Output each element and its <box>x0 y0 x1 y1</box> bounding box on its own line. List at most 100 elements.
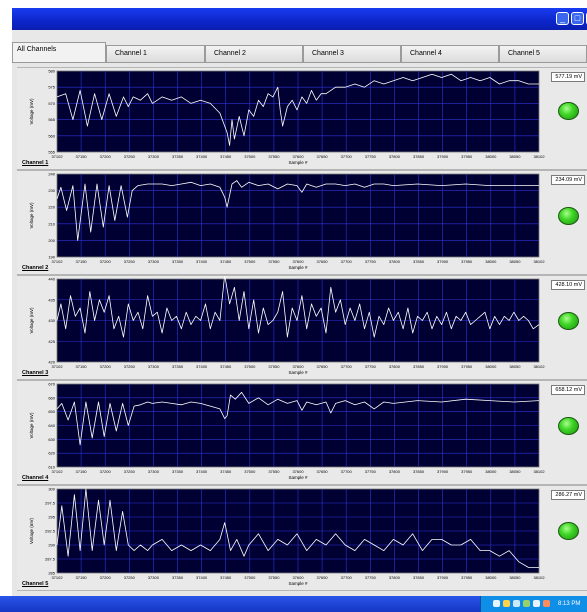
x-tick-label: 37850 <box>413 154 425 159</box>
tab-channel-4[interactable]: Channel 4 <box>401 45 499 62</box>
x-tick-label: 37750 <box>365 154 377 159</box>
channel-5-label: Channel 5 <box>22 581 49 587</box>
y-tick-label: 555 <box>48 150 55 155</box>
x-tick-label: 37900 <box>437 575 449 580</box>
x-tick-label: 37800 <box>389 259 401 264</box>
x-tick-label: 37350 <box>172 364 184 369</box>
x-tick-label: 37850 <box>413 575 425 580</box>
channel-4-status-led-icon <box>558 417 579 435</box>
x-tick-label: 37250 <box>124 469 136 474</box>
tab-channel-5[interactable]: Channel 5 <box>499 45 587 62</box>
signal-trace-line <box>56 488 539 568</box>
y-tick-label: 210 <box>48 221 55 226</box>
x-tick-label: 37300 <box>148 259 160 264</box>
y-tick-label: 285 <box>48 571 55 576</box>
x-tick-label: 37850 <box>413 364 425 369</box>
x-tick-label: 38000 <box>485 154 497 159</box>
x-tick-label: 37200 <box>100 469 112 474</box>
x-tick-label: 37550 <box>268 469 280 474</box>
x-tick-label: 37102 <box>51 575 63 580</box>
y-tick-label: 290 <box>48 543 55 548</box>
channel-1-readout: 577.19 mV <box>551 72 585 82</box>
x-tick-label: 37102 <box>51 259 63 264</box>
x-tick-label: 37700 <box>341 154 353 159</box>
x-tick-label: 37800 <box>389 469 401 474</box>
x-tick-label: 37350 <box>172 575 184 580</box>
y-tick-label: 575 <box>48 85 55 90</box>
signal-trace-line <box>56 276 540 338</box>
x-axis-label: Sample # <box>288 475 308 480</box>
maximize-button[interactable]: □ <box>571 12 584 25</box>
volume-icon[interactable] <box>513 600 520 607</box>
channel-4-label: Channel 4 <box>22 475 49 481</box>
x-tick-label: 38102 <box>533 575 545 580</box>
tab-channel-2[interactable]: Channel 2 <box>205 45 303 62</box>
x-tick-label: 37750 <box>365 364 377 369</box>
channel-4-panel: 37102 37150 37200 37250 37300 37350 37400 37450… <box>17 380 587 485</box>
x-tick-label: 37400 <box>196 575 208 580</box>
x-tick-label: 37450 <box>220 575 232 580</box>
channel-5-status-led-icon <box>558 522 579 540</box>
minimize-button[interactable]: _ <box>556 12 569 25</box>
x-tick-label: 37700 <box>341 575 353 580</box>
x-tick-label: 37150 <box>76 469 88 474</box>
x-tick-label: 37850 <box>413 469 425 474</box>
x-tick-label: 37450 <box>220 364 232 369</box>
x-tick-label: 37102 <box>51 469 63 474</box>
x-tick-label: 37500 <box>244 154 256 159</box>
y-tick-label: 565 <box>48 117 55 122</box>
x-tick-label: 37150 <box>76 154 88 159</box>
channel-3-panel: 37102 37150 37200 37250 37300 37350 37400 37450… <box>17 275 587 380</box>
shield-icon[interactable] <box>503 600 510 607</box>
x-tick-label: 37300 <box>148 469 160 474</box>
x-tick-label: 38050 <box>509 364 521 369</box>
signal-trace-line <box>56 180 539 241</box>
x-tick-label: 37600 <box>292 364 304 369</box>
x-tick-label: 37150 <box>76 364 88 369</box>
y-tick-label: 295 <box>48 515 55 520</box>
x-tick-label: 38102 <box>533 364 545 369</box>
signal-trace-line <box>56 391 540 446</box>
network-icon[interactable] <box>493 600 500 607</box>
x-tick-label: 37600 <box>292 154 304 159</box>
taskbar-clock[interactable]: 8:13 PM <box>558 601 581 607</box>
update-icon[interactable] <box>523 600 530 607</box>
y-tick-label: 640 <box>48 423 55 428</box>
monitor-icon[interactable] <box>533 600 540 607</box>
alert-icon[interactable] <box>543 600 550 607</box>
y-tick-label: 300 <box>48 487 55 492</box>
x-axis-label: Sample # <box>288 581 308 586</box>
x-axis-label: Sample # <box>288 265 308 270</box>
channel-2-readout: 234.09 mV <box>551 175 585 185</box>
x-tick-label: 37450 <box>220 469 232 474</box>
y-axis-label: Voltage (mV) <box>29 307 34 334</box>
x-tick-label: 37500 <box>244 259 256 264</box>
channel-2-label: Channel 2 <box>22 265 49 271</box>
x-tick-label: 37950 <box>461 364 473 369</box>
window-titlebar[interactable]: _ □ × <box>12 8 587 30</box>
x-tick-label: 38000 <box>485 364 497 369</box>
channel-3-readout: 428.10 mV <box>551 280 585 290</box>
channel-2-panel: 37102 37150 37200 37250 37300 37350 37400 37450… <box>17 170 587 275</box>
x-tick-label: 37550 <box>268 154 280 159</box>
x-tick-label: 38000 <box>485 469 497 474</box>
tab-all-channels[interactable]: All Channels <box>12 42 106 63</box>
y-tick-label: 620 <box>48 451 55 456</box>
signal-trace-line <box>56 73 539 146</box>
tab-channel-3[interactable]: Channel 3 <box>303 45 401 62</box>
x-tick-label: 37400 <box>196 259 208 264</box>
tab-channel-1[interactable]: Channel 1 <box>106 45 205 62</box>
x-tick-label: 37450 <box>220 154 232 159</box>
channel-1-status-led-icon <box>558 102 579 120</box>
channel-3-chart: 37102 37150 37200 37250 37300 37350 37400 37450… <box>29 276 545 375</box>
y-tick-label: 435 <box>48 297 55 302</box>
x-tick-label: 37500 <box>244 575 256 580</box>
channel-3-status-led-icon <box>558 312 579 330</box>
x-tick-label: 37650 <box>317 154 329 159</box>
x-tick-label: 37800 <box>389 575 401 580</box>
channel-5-panel: 37102 37150 37200 37250 37300 37350 37400 37450… <box>17 485 587 591</box>
taskbar <box>0 596 587 612</box>
y-tick-label: 570 <box>48 101 55 106</box>
x-tick-label: 38102 <box>533 259 545 264</box>
y-tick-label: 660 <box>48 395 55 400</box>
